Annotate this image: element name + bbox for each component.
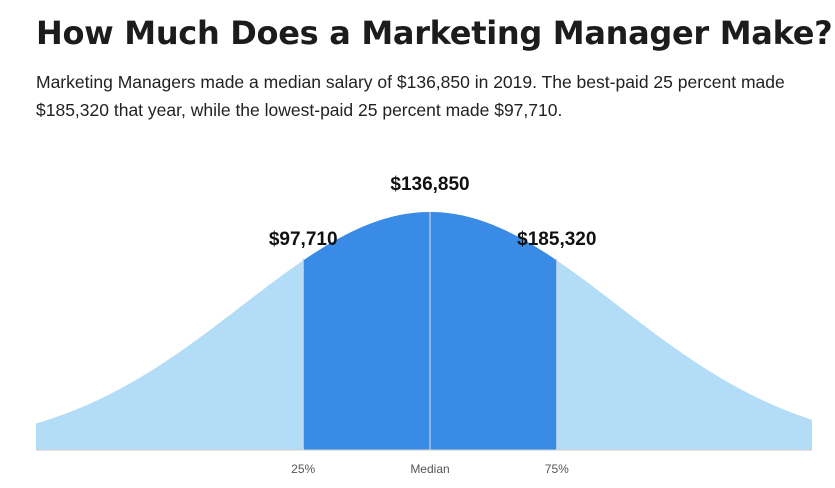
page-title: How Much Does a Marketing Manager Make? (36, 14, 833, 52)
salary-description: Marketing Managers made a median salary … (36, 72, 785, 120)
tick-label-median: Median (410, 462, 449, 476)
value-label-median: $136,850 (390, 174, 469, 195)
value-label-75: $185,320 (517, 229, 596, 250)
tick-label-25: 25% (291, 462, 315, 476)
value-label-25: $97,710 (269, 229, 338, 250)
tick-label-75: 75% (545, 462, 569, 476)
